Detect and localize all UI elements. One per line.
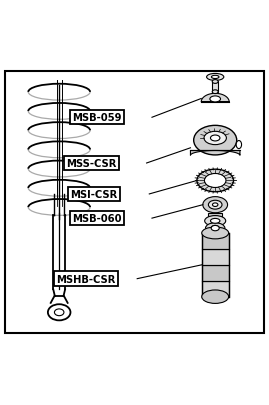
- Ellipse shape: [206, 223, 225, 234]
- Ellipse shape: [48, 305, 70, 321]
- Ellipse shape: [203, 197, 228, 213]
- Polygon shape: [190, 151, 240, 156]
- Bar: [202, 233, 229, 249]
- Ellipse shape: [204, 174, 226, 188]
- Ellipse shape: [197, 170, 233, 192]
- Text: MSS-CSR: MSS-CSR: [66, 159, 117, 168]
- Text: MSI-CSR: MSI-CSR: [70, 190, 118, 199]
- Bar: [212, 82, 218, 92]
- Ellipse shape: [210, 97, 221, 103]
- Bar: [208, 213, 222, 219]
- Ellipse shape: [204, 132, 226, 145]
- Ellipse shape: [211, 226, 219, 231]
- Text: MSHB-CSR: MSHB-CSR: [56, 274, 116, 284]
- Text: MSB-059: MSB-059: [72, 113, 122, 123]
- Ellipse shape: [207, 74, 224, 81]
- Ellipse shape: [211, 219, 220, 224]
- Ellipse shape: [202, 290, 229, 304]
- Ellipse shape: [211, 76, 219, 79]
- Ellipse shape: [210, 136, 220, 142]
- Ellipse shape: [212, 91, 218, 94]
- Ellipse shape: [211, 226, 219, 231]
- Ellipse shape: [208, 201, 222, 210]
- Bar: [202, 249, 229, 265]
- Bar: [202, 281, 229, 297]
- Polygon shape: [201, 94, 229, 103]
- Ellipse shape: [54, 309, 64, 316]
- Ellipse shape: [236, 141, 242, 149]
- Ellipse shape: [213, 203, 218, 207]
- Ellipse shape: [194, 126, 237, 156]
- Ellipse shape: [208, 217, 222, 221]
- Text: MSB-060: MSB-060: [72, 213, 122, 224]
- Ellipse shape: [212, 81, 218, 84]
- Bar: [202, 265, 229, 281]
- Ellipse shape: [202, 228, 229, 239]
- Ellipse shape: [205, 216, 226, 226]
